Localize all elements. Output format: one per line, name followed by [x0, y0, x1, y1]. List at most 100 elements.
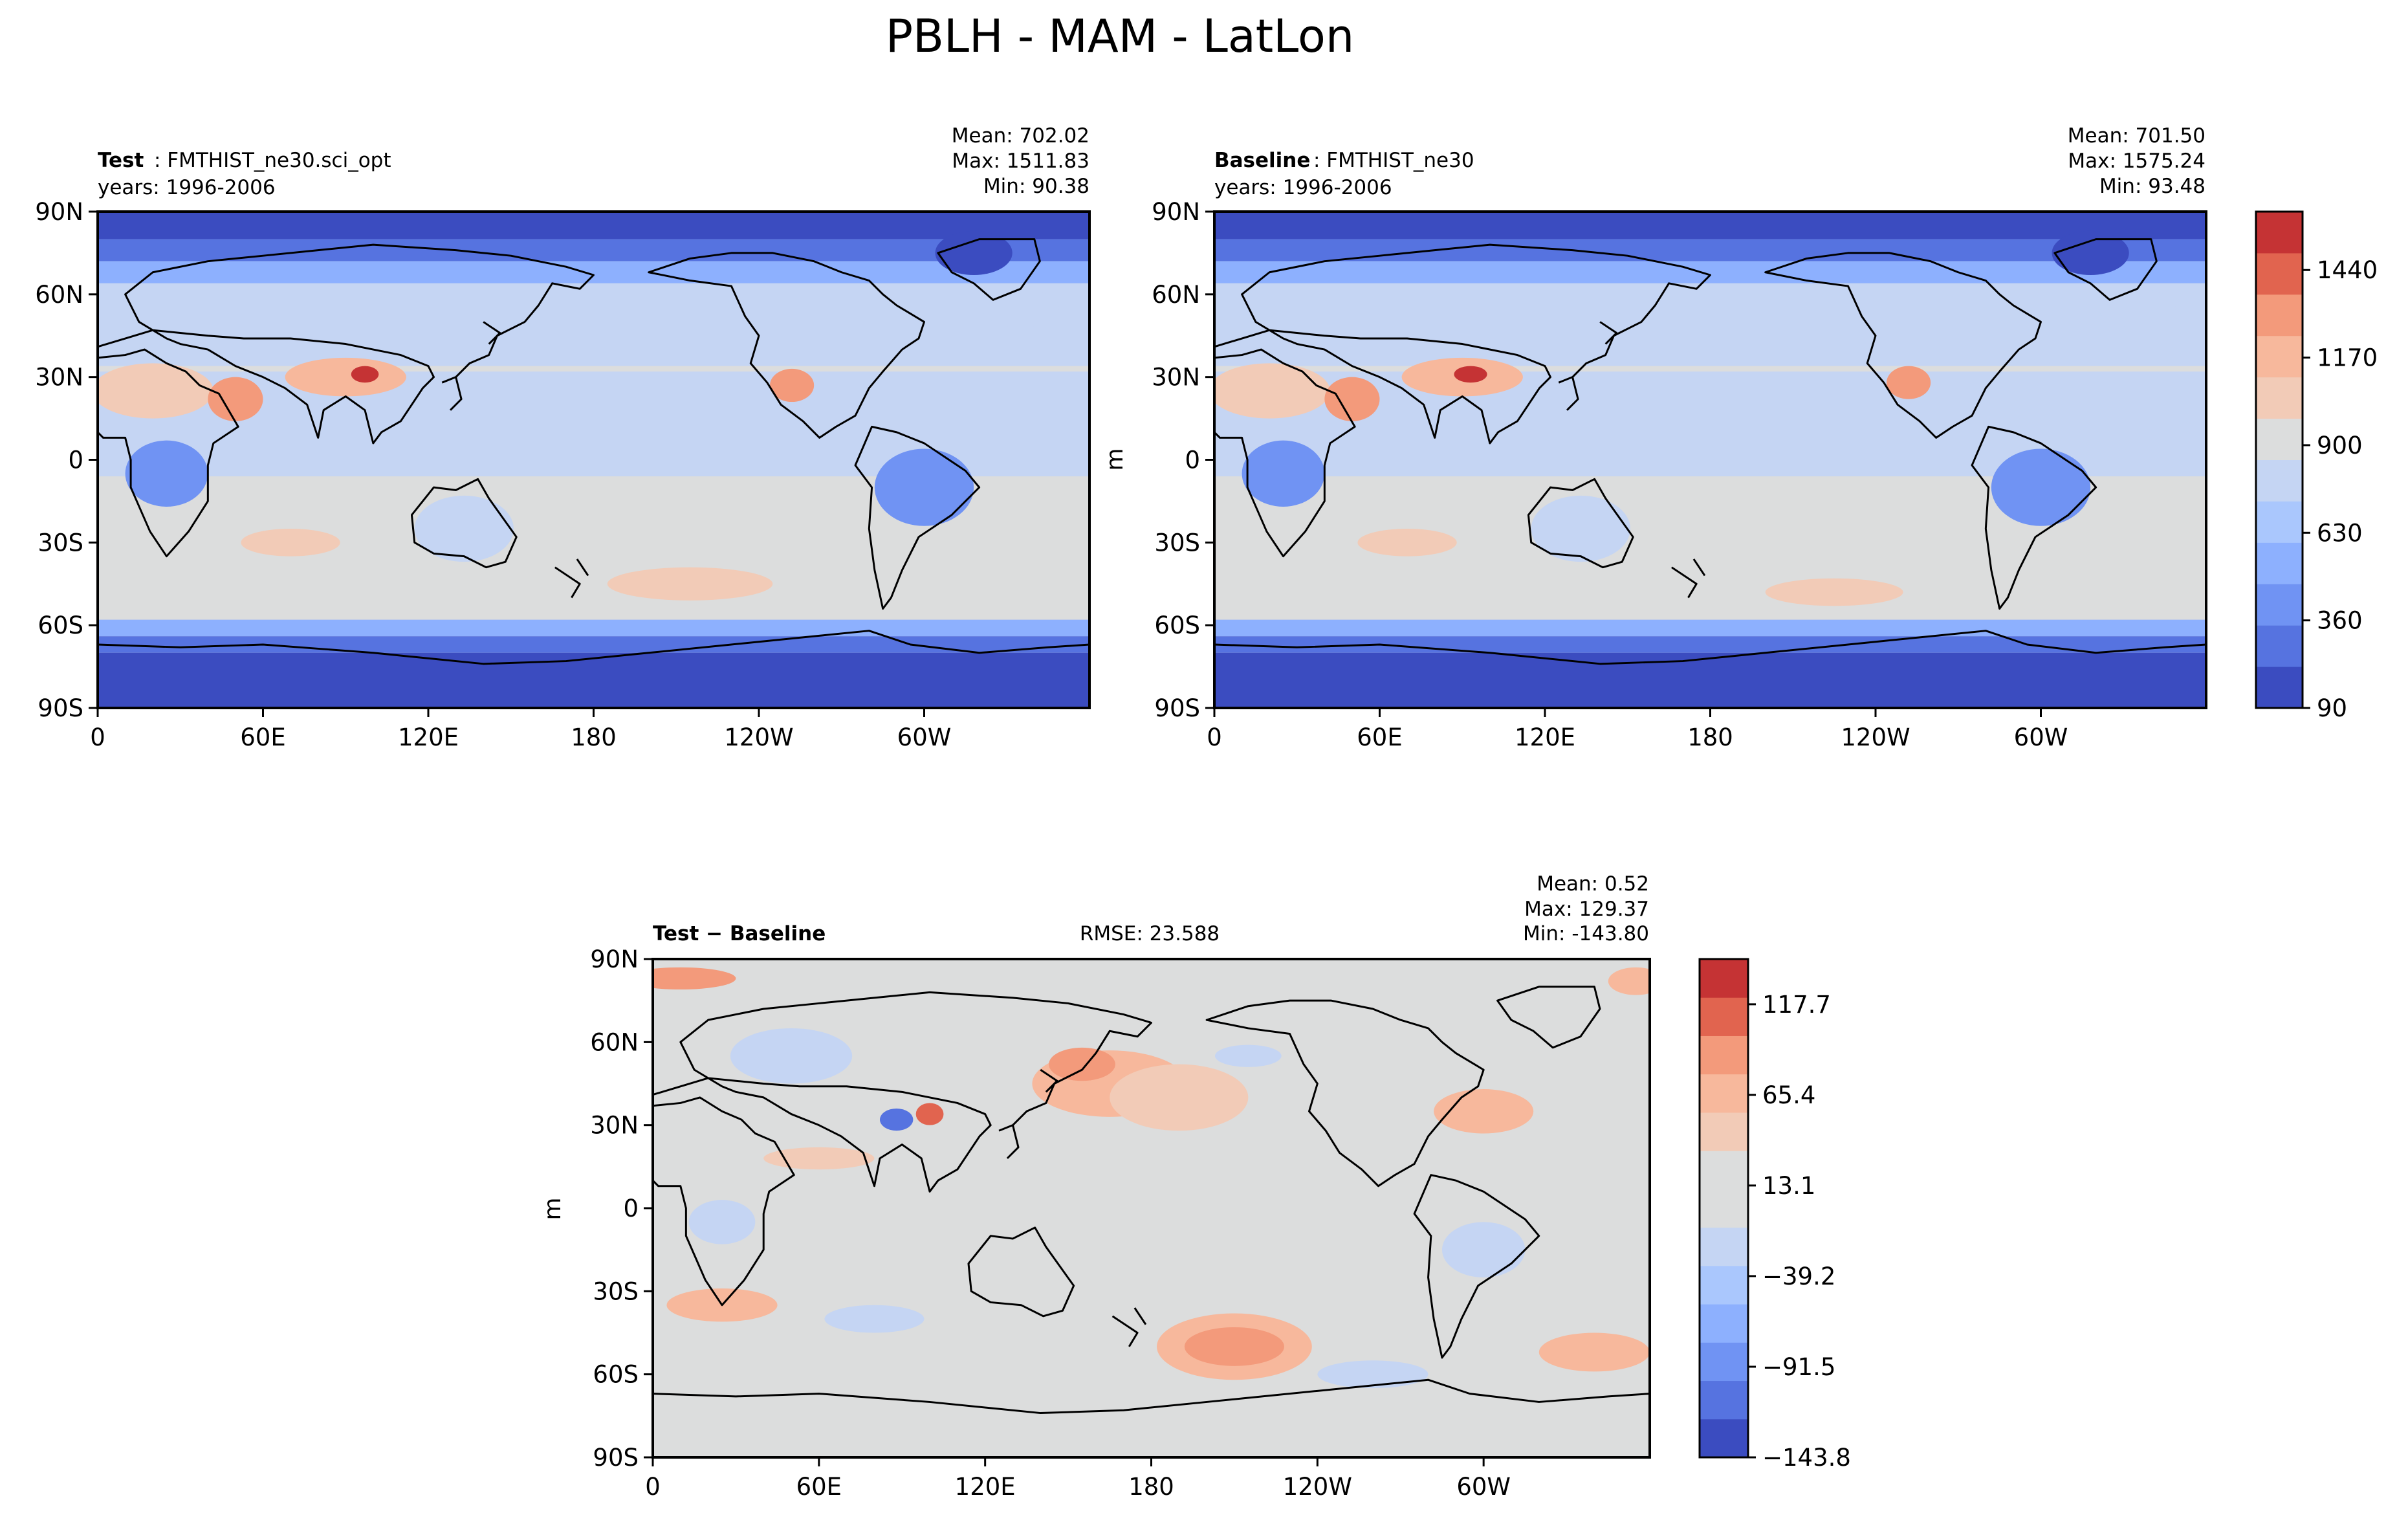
diff-xtick-label: 120E — [955, 1473, 1016, 1501]
diff-colorbar-label: 13.1 — [1762, 1172, 1815, 1200]
diff-max: Max: 129.37 — [1524, 898, 1649, 921]
baseline-xtick-label: 120W — [1841, 723, 1910, 751]
test-xtick-label: 0 — [90, 723, 105, 751]
baseline-band-subarctic — [1214, 261, 2206, 283]
test-xtick-label: 180 — [571, 723, 617, 751]
test-ytick-label: 0 — [68, 447, 83, 474]
diff-region-north-pacific — [1110, 1064, 1249, 1131]
baseline-colorbar-label: 1440 — [2317, 256, 2378, 284]
diff-colorbar-level — [1700, 1074, 1748, 1113]
baseline-xtick-label: 120E — [1515, 723, 1575, 751]
baseline-ytick-label: 60S — [1154, 612, 1200, 639]
diff-colorbar-level — [1700, 997, 1748, 1036]
diff-ytick-label: 90S — [593, 1444, 639, 1472]
baseline-axes: 0 60E 120E 180 120W 60W 90N 60N 30N 0 30S 60S 90S — [1152, 198, 2068, 751]
panel-difference: Test − Baseline RMSE: 23.588 Mean: 0.52 … — [540, 872, 1851, 1501]
baseline-ytick-label: 30N — [1152, 364, 1200, 392]
baseline-colorbar-level — [2256, 625, 2303, 667]
diff-label-bold: Test − Baseline — [653, 922, 826, 945]
diff-colorbar-level — [1700, 1304, 1748, 1343]
test-mean: Mean: 702.02 — [952, 124, 1089, 148]
test-xtick-label: 60E — [240, 723, 285, 751]
diff-region-tibet-neg — [880, 1109, 914, 1131]
baseline-band-northmid — [1214, 283, 2206, 366]
test-ytick-label: 60N — [35, 281, 83, 309]
test-xtick-label: 120E — [398, 723, 459, 751]
diff-colorbar-label: −91.5 — [1762, 1353, 1835, 1381]
test-region-north-atlantic — [981, 289, 1060, 327]
test-ytick-label: 30N — [35, 364, 83, 392]
test-label-bold: Test — [98, 149, 144, 172]
diff-colorbar-label: 117.7 — [1762, 991, 1831, 1019]
diff-ytick-label: 60S — [593, 1361, 639, 1389]
baseline-colorbar-label: 360 — [2317, 607, 2363, 635]
baseline-band-antarctic-3 — [1214, 619, 2206, 637]
baseline-colorbar-level — [2256, 377, 2303, 419]
test-band-arctic-2 — [98, 239, 1089, 261]
diff-map — [651, 958, 1651, 1459]
diff-region-amazon-neg — [1441, 1222, 1526, 1277]
baseline-colorbar-level — [2256, 212, 2303, 254]
baseline-colorbar-label: 900 — [2317, 432, 2363, 459]
baseline-colorbar-label: 1170 — [2317, 344, 2378, 372]
figure-title: PBLH - MAM - LatLon — [886, 10, 1354, 63]
baseline-region-africa-tropics — [1242, 440, 1325, 507]
test-ytick-label: 30S — [38, 529, 83, 557]
baseline-max: Max: 1575.24 — [2068, 149, 2206, 173]
baseline-band-arctic-2 — [1214, 239, 2206, 261]
diff-region-indian-neg — [824, 1305, 925, 1333]
baseline-coastlines — [1214, 238, 2206, 665]
diff-colorbar-level — [1700, 959, 1748, 998]
baseline-colorbar-label: 90 — [2317, 694, 2347, 722]
baseline-region-sahara — [1214, 363, 1330, 419]
baseline-xtick-label: 0 — [1207, 723, 1222, 751]
test-region-greenland — [935, 230, 1012, 276]
baseline-years: years: 1996-2006 — [1214, 176, 1392, 199]
baseline-ytick-label: 90S — [1154, 694, 1200, 722]
diff-region-canada-neg — [1214, 1044, 1282, 1067]
baseline-label-case: : FMTHIST_ne30 — [1313, 149, 1474, 172]
baseline-xtick-label: 60E — [1357, 723, 1402, 751]
baseline-band-arctic — [1214, 212, 2206, 239]
diff-ytick-label: 60N — [590, 1028, 639, 1056]
diff-xtick-label: 60E — [796, 1473, 842, 1501]
test-map — [96, 210, 1091, 709]
diff-ytick-label: 30S — [593, 1277, 639, 1305]
baseline-colorbar-level — [2256, 542, 2303, 584]
test-max: Max: 1511.83 — [952, 149, 1089, 173]
diff-min: Min: -143.80 — [1523, 922, 1649, 945]
baseline-region-south-pacific — [1765, 578, 1903, 606]
test-region-africa-tropics — [125, 440, 208, 507]
baseline-region-amazon — [1991, 448, 2091, 526]
diff-region-south-pacific-core — [1184, 1327, 1284, 1366]
baseline-colorbar-frame — [2255, 210, 2304, 709]
diff-region-siberia-neg — [730, 1028, 853, 1084]
baseline-colorbar-label: 630 — [2317, 519, 2363, 547]
test-axes: 0 60E 120E 180 120W 60W 90N 60N 30N 0 30S 60S 90S — [35, 198, 951, 751]
test-ytick-label: 90N — [35, 198, 83, 226]
test-region-tibet-core — [351, 366, 379, 383]
diff-region-north-atlantic-pos — [653, 967, 736, 990]
test-min: Min: 90.38 — [983, 175, 1089, 198]
diff-xtick-label: 60W — [1456, 1473, 1511, 1501]
baseline-colorbar-level — [2256, 459, 2303, 502]
test-xtick-label: 60W — [897, 723, 952, 751]
diff-colorbar-level — [1700, 1112, 1748, 1151]
test-coastlines — [98, 238, 1089, 665]
diff-colorbar-level — [1700, 1419, 1748, 1458]
baseline-region-mexico — [1887, 366, 1931, 399]
test-region-tibet — [285, 357, 406, 397]
panel-baseline: Baseline : FMTHIST_ne30 years: 1996-2006… — [1102, 124, 2378, 751]
diff-colorbar-level — [1700, 1227, 1748, 1266]
baseline-ytick-label: 30S — [1154, 529, 1200, 557]
diff-mean: Mean: 0.52 — [1537, 872, 1649, 896]
test-region-sahara — [98, 363, 213, 419]
diff-rmse: RMSE: 23.588 — [1080, 922, 1220, 945]
baseline-xtick-label: 60W — [2014, 723, 2068, 751]
test-band-antarctic — [98, 652, 1089, 708]
baseline-band-antarctic — [1214, 652, 2206, 708]
test-label-case: : FMTHIST_ne30.sci_opt — [154, 149, 391, 172]
diff-axes: 0 60E 120E 180 120W 60W 90N 60N 30N 0 30S 60S 90S — [590, 945, 1511, 1501]
diff-ytick-label: 30N — [590, 1112, 639, 1140]
baseline-label-bold: Baseline — [1214, 149, 1310, 172]
